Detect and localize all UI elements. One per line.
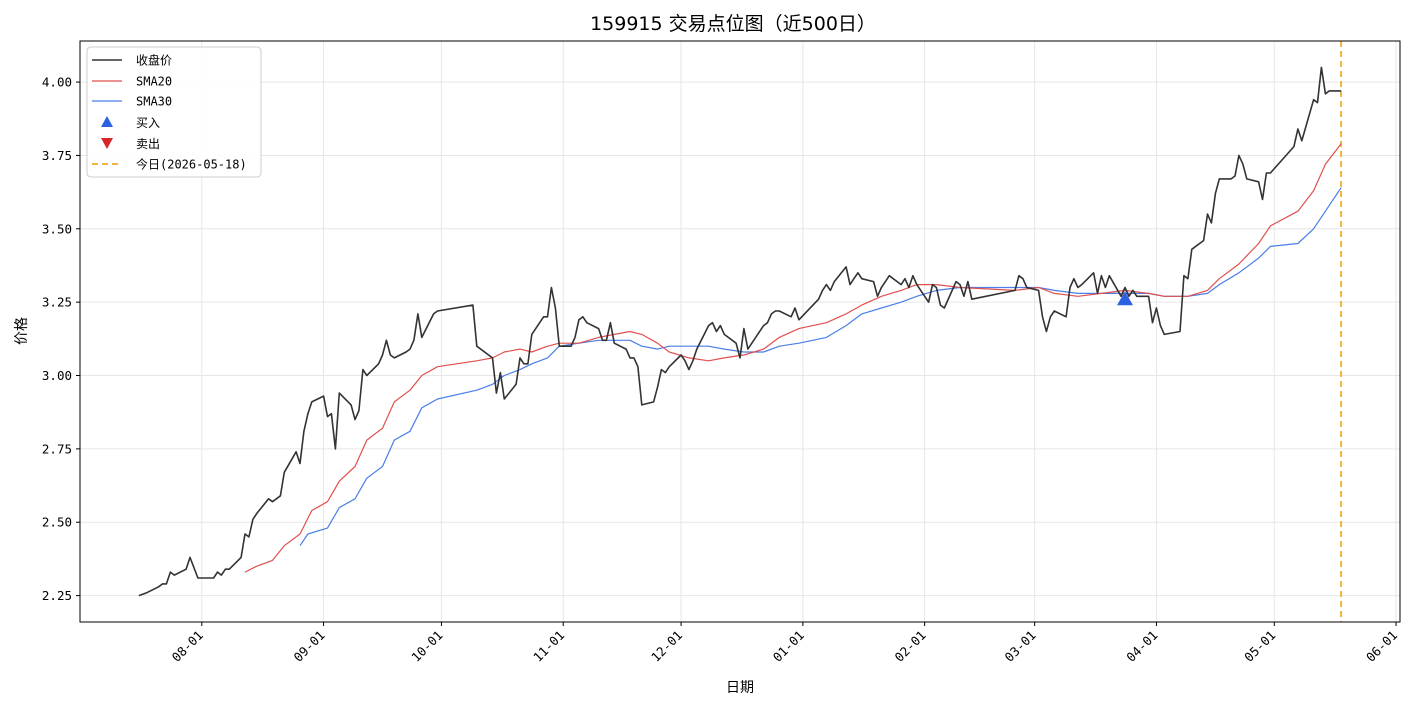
buy-marker [1117, 291, 1133, 306]
y-axis-label: 价格 [14, 317, 30, 345]
legend-sma30-label: SMA30 [136, 95, 172, 109]
y-tick-label: 2.25 [42, 588, 72, 603]
trade-markers-layer [1117, 291, 1133, 306]
x-axis-label: 日期 [726, 680, 754, 696]
legend-today-label: 今日(2026-05-18) [136, 157, 247, 172]
plot-frame [79, 40, 1401, 623]
y-tick-label: 3.25 [42, 295, 72, 310]
legend-box [86, 46, 262, 178]
y-tick-label: 3.50 [42, 221, 72, 236]
y-tick-label: 3.00 [42, 368, 72, 383]
y-tick-label: 2.50 [42, 515, 72, 530]
y-tick-label: 3.75 [42, 148, 72, 163]
chart-legend: 收盘价 SMA20 SMA30 买入 卖出 今日(2026-05-18) [86, 46, 262, 178]
legend-buy-marker-icon [101, 116, 113, 127]
y-tick-label: 2.75 [42, 441, 72, 456]
chart-title: 159915 交易点位图（近500日） [590, 13, 876, 35]
legend-sell-label: 卖出 [136, 137, 160, 151]
legend-buy-label: 买入 [136, 116, 160, 130]
y-tick-label: 4.00 [42, 75, 72, 90]
legend-sma20-label: SMA20 [136, 75, 172, 89]
y-axis-ticks: 2.25 2.50 2.75 3.00 3.25 3.50 3.75 4.00 [42, 75, 80, 603]
sma20-line [244, 143, 1342, 573]
legend-sell-marker-icon [101, 138, 113, 149]
legend-close-label: 收盘价 [136, 53, 172, 68]
close-price-line [138, 66, 1342, 597]
price-series-layer [138, 66, 1342, 597]
